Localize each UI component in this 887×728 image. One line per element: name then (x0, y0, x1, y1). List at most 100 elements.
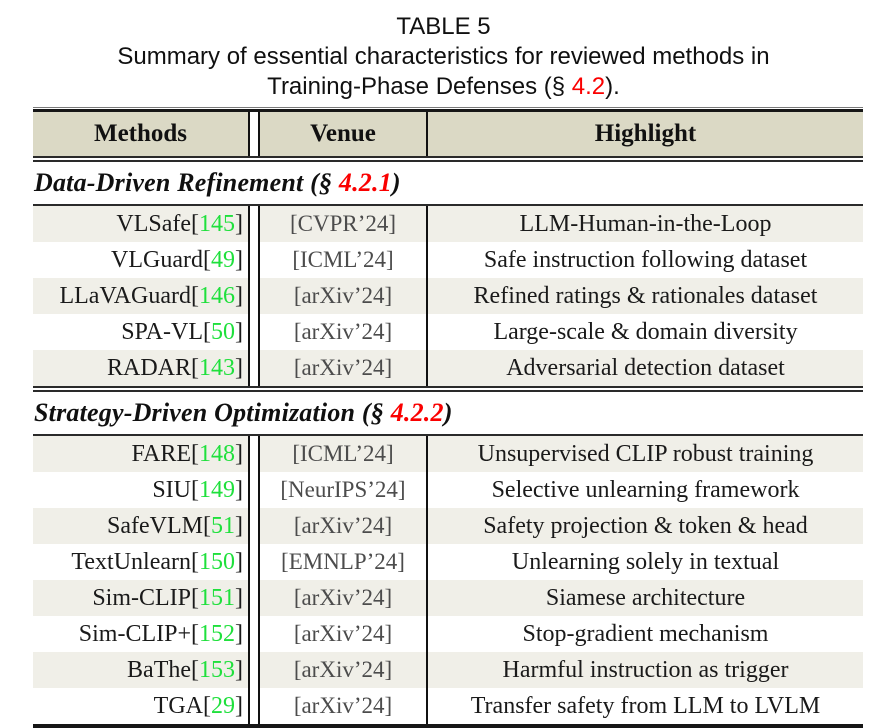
double-column-separator (248, 350, 260, 386)
method-name: Sim-CLIP[ (92, 584, 199, 611)
section-top-rule (33, 434, 863, 436)
table-row: FARE[148] [ICML’24] Unsupervised CLIP robu… (33, 436, 863, 472)
method-cell: Sim-CLIP+[152] (33, 616, 248, 652)
column-separator (426, 242, 428, 278)
citation-number: 143 (199, 354, 235, 381)
section-ref: 4.2.2 (390, 398, 444, 427)
column-separator (426, 652, 428, 688)
citation-number: 150 (199, 548, 235, 575)
double-column-separator (248, 242, 260, 278)
venue-cell: [arXiv’24] (293, 319, 393, 344)
venue-cell: [CVPR’24] (260, 206, 426, 242)
caption-line1: Summary of essential characteristics for… (117, 43, 770, 70)
method-cell: FARE[148] (33, 436, 248, 472)
column-separator (426, 616, 428, 652)
header-highlight: Highlight (428, 112, 863, 156)
table-row: TextUnlearn[150] [EMNLP’24] Unlearning sol… (33, 544, 863, 580)
method-name: RADAR[ (106, 354, 199, 381)
method-cell: BaThe[153] (33, 652, 248, 688)
venue-cell: [arXiv’24] (293, 621, 393, 646)
method-cell: VLGuard[49] (33, 242, 248, 278)
highlight-cell: Unsupervised CLIP robust training (428, 436, 863, 472)
citation-bracket: ] (235, 512, 243, 539)
summary-table: Methods Venue Highlight Data-Driven Refi… (33, 107, 863, 728)
citation-bracket: ] (235, 476, 243, 503)
citation-bracket: ] (235, 620, 243, 647)
header-bottom-rule (33, 156, 863, 162)
citation-bracket: ] (235, 584, 243, 611)
table-body: Data-Driven Refinement (§ 4.2.1) VLSafe[1… (33, 162, 863, 724)
venue-cell: [ICML’24] (292, 247, 394, 272)
section-header-row: Strategy-Driven Optimization (§ 4.2.2) (33, 392, 863, 434)
venue-cell: [arXiv’24] (260, 350, 426, 386)
section-title-text: Strategy-Driven Optimization (§ (34, 398, 391, 427)
column-separator (426, 112, 428, 156)
citation-number: 149 (199, 476, 235, 503)
citation-number: 153 (199, 656, 235, 683)
table-caption: TABLE 5 Summary of essential characteris… (0, 0, 887, 102)
caption-label: TABLE 5 (396, 13, 491, 40)
citation-number: 151 (199, 584, 235, 611)
citation-bracket: ] (235, 246, 243, 273)
venue-cell: [arXiv’24] (260, 278, 426, 314)
double-column-separator (248, 508, 260, 544)
double-column-separator (248, 652, 260, 688)
citation-number: 49 (211, 246, 235, 273)
citation-bracket: ] (235, 656, 243, 683)
table-row: SPA-VL[50] [arXiv’24] Large-scale & domain… (33, 314, 863, 350)
section-title-close: ) (391, 168, 401, 197)
column-separator (426, 508, 428, 544)
method-cell: RADAR[143] (33, 350, 248, 386)
double-column-separator (248, 580, 260, 616)
venue-cell: [arXiv’24] (260, 652, 426, 688)
column-separator (426, 350, 428, 386)
table-bottom-rule (33, 724, 863, 728)
table-row: BaThe[153] [arXiv’24] Harmful instruction … (33, 652, 863, 688)
citation-number: 148 (199, 440, 235, 467)
citation-number: 50 (211, 318, 235, 345)
venue-cell: [ICML’24] (260, 436, 426, 472)
header-methods: Methods (33, 112, 248, 156)
highlight-cell: LLM-Human-in-the-Loop (428, 206, 863, 242)
table-row: VLSafe[145] [CVPR’24] LLM-Human-in-the-Loo… (33, 206, 863, 242)
table-row: Sim-CLIP[151] [arXiv’24] Siamese architect… (33, 580, 863, 616)
method-name: LLaVAGuard[ (59, 282, 199, 309)
method-name: BaThe[ (127, 656, 199, 683)
table-row: LLaVAGuard[146] [arXiv’24] Refined ratings… (33, 278, 863, 314)
method-name: TextUnlearn[ (71, 548, 199, 575)
caption-line2-suffix: ). (605, 73, 620, 100)
citation-bracket: ] (235, 282, 243, 309)
double-column-separator (248, 472, 260, 508)
method-name: VLGuard[ (111, 246, 211, 273)
highlight-cell: Safe instruction following dataset (483, 246, 808, 273)
double-column-separator (248, 436, 260, 472)
table-row: RADAR[143] [arXiv’24] Adversarial detectio… (33, 350, 863, 386)
citation-number: 146 (199, 282, 235, 309)
section-header-row: Data-Driven Refinement (§ 4.2.1) (33, 162, 863, 204)
table-row: Sim-CLIP+[152] [arXiv’24] Stop-gradient me… (33, 616, 863, 652)
header-venue: Venue (260, 112, 426, 156)
section-top-rule (33, 204, 863, 206)
section-title: Data-Driven Refinement (§ 4.2.1) (33, 168, 401, 198)
method-cell: Sim-CLIP[151] (33, 580, 248, 616)
column-separator (426, 580, 428, 616)
method-cell: SafeVLM[51] (33, 508, 248, 544)
method-cell: SIU[149] (33, 472, 248, 508)
citation-bracket: ] (235, 354, 243, 381)
citation-bracket: ] (235, 692, 243, 719)
column-separator (426, 314, 428, 350)
caption-section-ref: 4.2 (571, 73, 606, 100)
highlight-cell: Large-scale & domain diversity (493, 318, 798, 345)
method-name: Sim-CLIP+[ (78, 620, 199, 647)
venue-cell: [arXiv’24] (293, 693, 393, 718)
column-separator (426, 206, 428, 242)
double-column-separator (248, 314, 260, 350)
method-cell: TextUnlearn[150] (33, 544, 248, 580)
citation-number: 51 (211, 512, 235, 539)
venue-cell: [EMNLP’24] (281, 549, 405, 574)
method-name: SPA-VL[ (121, 318, 211, 345)
method-name: SafeVLM[ (107, 512, 211, 539)
table-row: SIU[149] [NeurIPS’24] Selective unlearning… (33, 472, 863, 508)
table-header-row: Methods Venue Highlight (33, 112, 863, 156)
